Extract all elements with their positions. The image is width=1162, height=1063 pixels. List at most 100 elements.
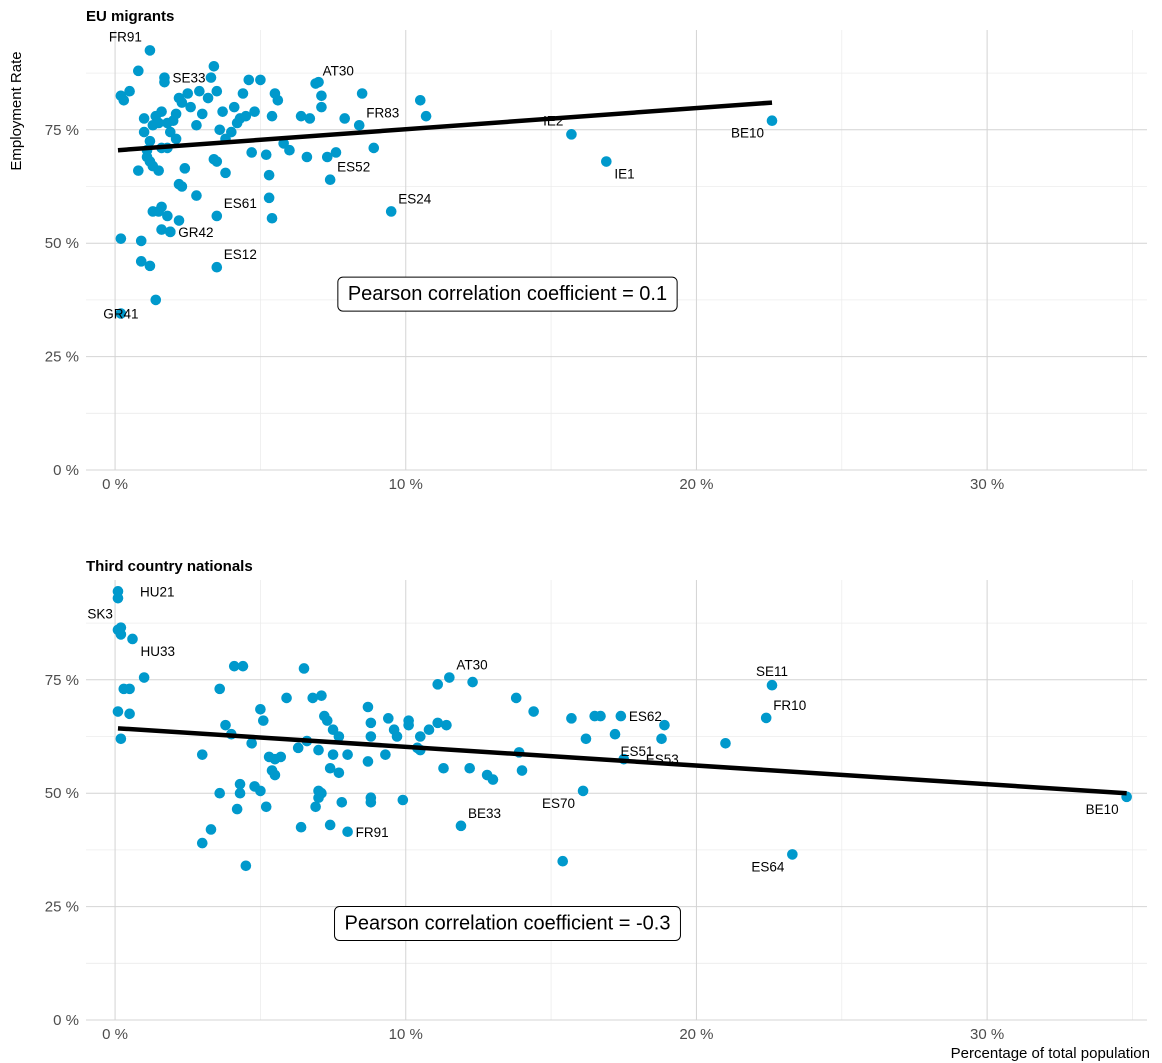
data-point bbox=[266, 212, 278, 224]
data-point bbox=[272, 95, 284, 106]
points bbox=[112, 586, 1132, 872]
data-point bbox=[353, 119, 365, 131]
y-tick-label: 0 % bbox=[53, 462, 79, 479]
data-point bbox=[601, 156, 612, 167]
point-label: FR83 bbox=[366, 105, 399, 120]
data-point bbox=[336, 796, 348, 808]
data-point bbox=[313, 744, 324, 756]
trend-line bbox=[117, 726, 1127, 796]
data-point bbox=[295, 821, 307, 833]
x-tick-label: 10 % bbox=[389, 1026, 423, 1043]
point-label: SK3 bbox=[87, 607, 113, 622]
data-point bbox=[441, 719, 452, 731]
data-point bbox=[220, 719, 231, 731]
data-point bbox=[170, 133, 182, 145]
data-point bbox=[153, 117, 164, 129]
data-point bbox=[266, 110, 278, 122]
data-point bbox=[124, 708, 135, 720]
y-tick-label: 50 % bbox=[45, 235, 79, 252]
data-point bbox=[133, 65, 144, 77]
data-point bbox=[327, 749, 339, 760]
y-axis-label: Employment Rate bbox=[8, 51, 25, 170]
data-point bbox=[467, 676, 478, 688]
data-point bbox=[557, 855, 569, 867]
point-label: ES70 bbox=[542, 796, 575, 811]
data-point bbox=[339, 113, 351, 124]
point-label: FR91 bbox=[109, 29, 142, 44]
data-point bbox=[118, 95, 130, 106]
data-point bbox=[260, 149, 272, 161]
data-point bbox=[330, 147, 342, 158]
data-point bbox=[260, 801, 272, 813]
x-tick-label: 30 % bbox=[970, 1026, 1004, 1043]
data-point bbox=[255, 74, 266, 86]
data-point bbox=[356, 88, 368, 99]
data-point bbox=[263, 169, 275, 181]
data-point bbox=[414, 95, 426, 106]
data-point bbox=[304, 113, 316, 124]
y-tick-label: 50 % bbox=[45, 785, 79, 802]
data-point bbox=[423, 724, 435, 735]
point-label: ES52 bbox=[337, 160, 370, 175]
data-point bbox=[211, 85, 223, 97]
data-point bbox=[292, 742, 304, 754]
x-tick-label: 20 % bbox=[679, 476, 713, 493]
data-point bbox=[528, 706, 539, 717]
grid bbox=[86, 580, 1147, 1021]
data-point bbox=[176, 97, 188, 108]
point-label: ES61 bbox=[224, 196, 257, 211]
data-point bbox=[258, 715, 269, 726]
data-point bbox=[237, 660, 249, 672]
data-point bbox=[214, 124, 226, 136]
data-point bbox=[263, 192, 275, 204]
point-label: HU21 bbox=[140, 584, 175, 599]
data-point bbox=[226, 126, 237, 138]
point-label: GR42 bbox=[178, 225, 213, 240]
data-point bbox=[124, 683, 135, 695]
data-point bbox=[211, 156, 223, 167]
point-label: BE10 bbox=[731, 126, 764, 141]
data-point bbox=[321, 151, 333, 163]
data-point bbox=[144, 260, 156, 272]
data-point bbox=[191, 190, 202, 201]
data-point bbox=[324, 819, 336, 831]
data-point bbox=[159, 72, 170, 83]
annotation-text: Pearson correlation coefficient = -0.3 bbox=[345, 912, 671, 934]
data-point bbox=[566, 713, 577, 724]
data-point bbox=[112, 586, 124, 597]
point-label: IE2 bbox=[543, 113, 563, 128]
data-point bbox=[196, 837, 208, 849]
data-point bbox=[310, 78, 321, 89]
point-label: BE33 bbox=[468, 806, 501, 821]
data-point bbox=[231, 803, 243, 815]
point-label: BE10 bbox=[1086, 802, 1119, 817]
data-point bbox=[138, 113, 150, 124]
data-point bbox=[255, 703, 266, 715]
data-point bbox=[133, 165, 144, 176]
data-point bbox=[156, 106, 167, 117]
data-point bbox=[787, 849, 798, 860]
point-label: ES53 bbox=[646, 752, 679, 767]
data-point bbox=[659, 719, 670, 731]
data-point bbox=[321, 715, 333, 726]
points bbox=[115, 45, 778, 319]
x-tick-label: 0 % bbox=[102, 476, 128, 493]
data-point bbox=[196, 108, 208, 120]
data-point bbox=[246, 737, 257, 749]
point-label: ES24 bbox=[398, 191, 432, 206]
data-point bbox=[194, 85, 205, 97]
data-point bbox=[385, 206, 397, 217]
data-point bbox=[220, 167, 231, 179]
data-point bbox=[760, 712, 772, 724]
data-point bbox=[362, 756, 374, 767]
data-point bbox=[176, 181, 188, 192]
data-point bbox=[162, 210, 173, 222]
data-point bbox=[144, 135, 156, 147]
data-point bbox=[115, 308, 127, 319]
data-point bbox=[124, 85, 135, 97]
panel-third-country-nationals: Third country nationals 0 % 10 % 20 % 30 % 0… bbox=[45, 558, 1147, 1043]
data-point bbox=[391, 731, 403, 742]
data-point bbox=[316, 787, 327, 799]
data-point bbox=[115, 733, 127, 745]
point-label: FR91 bbox=[356, 825, 389, 840]
